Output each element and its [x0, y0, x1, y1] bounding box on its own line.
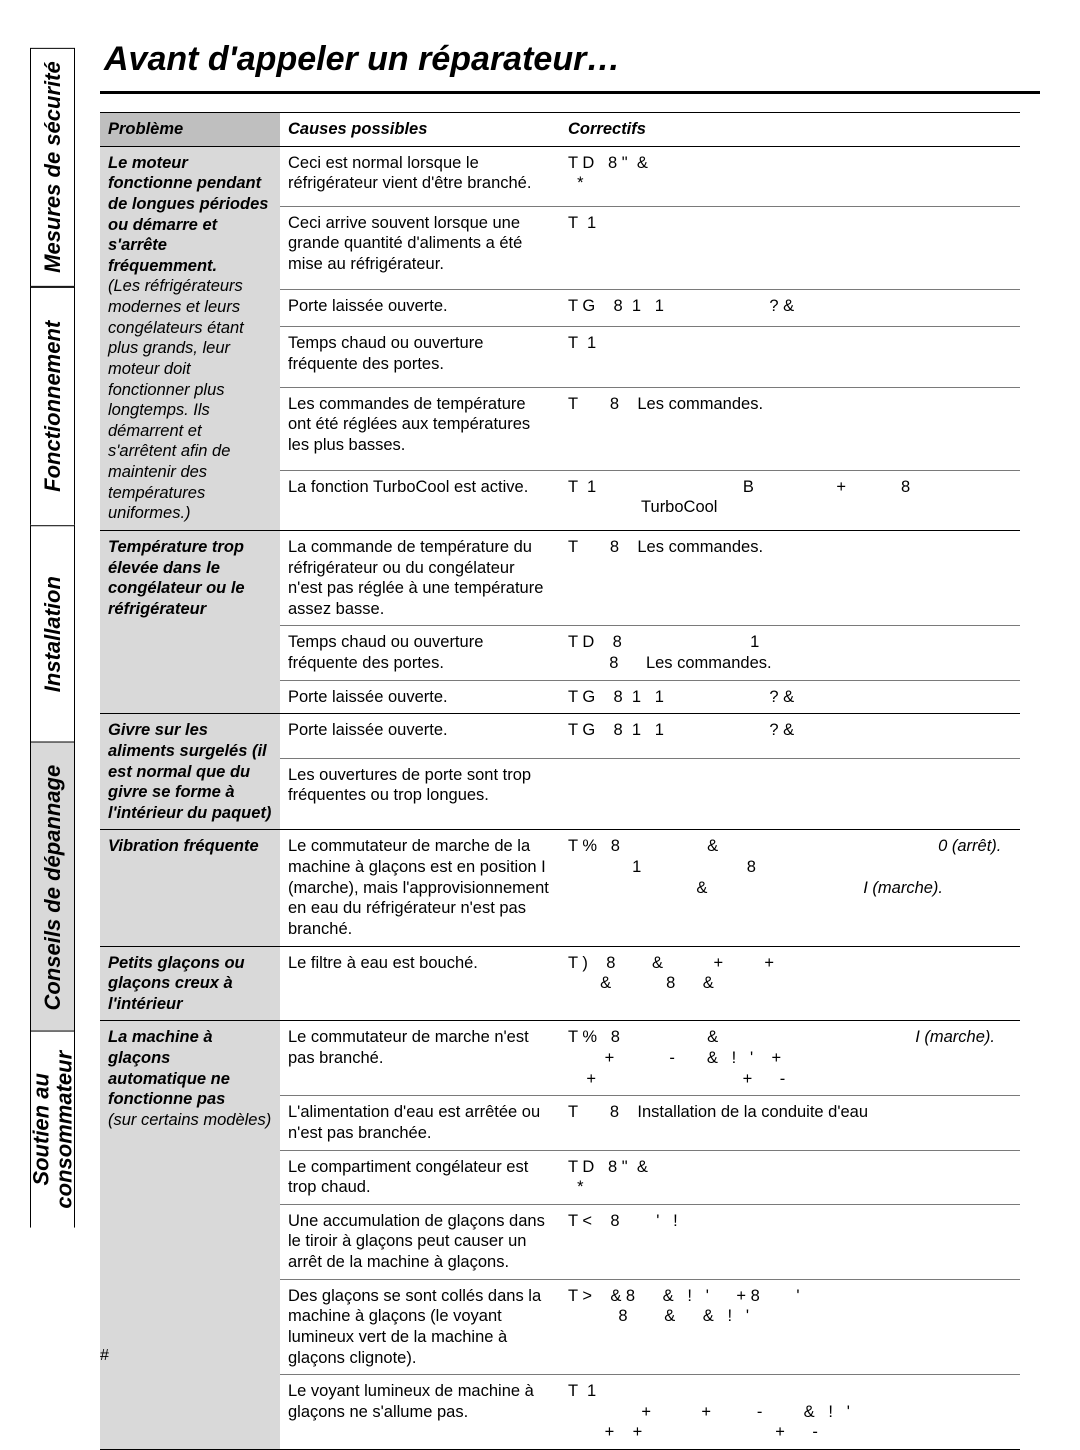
cause-cell: Le filtre à eau est bouché. — [280, 946, 560, 1021]
cause-cell: Temps chaud ou ouverture fréquente des p… — [280, 327, 560, 387]
table-row: Température trop élevée dans le congélat… — [100, 530, 1020, 626]
col-header-problem: Problème — [100, 113, 280, 147]
fix-cell: T D 8 " & * — [560, 1150, 1020, 1204]
fix-cell: T D 8 1 8 Les commandes. — [560, 626, 1020, 680]
cause-cell: Une accumulation de glaçons dans le tiro… — [280, 1204, 560, 1279]
fix-cell: T G 8 1 1 ? & — [560, 289, 1020, 326]
fix-cell: T 1 B + 8 TurboCool — [560, 470, 1020, 530]
sidebar-tab[interactable]: Conseils de dépannage — [30, 742, 75, 1032]
problem-cell: La machine à glaçons automatique ne fonc… — [100, 1021, 280, 1450]
cause-cell: Le commutateur de marche de la machine à… — [280, 830, 560, 946]
fix-cell — [560, 758, 1020, 830]
cause-cell: Ceci est normal lorsque le réfrigérateur… — [280, 146, 560, 206]
fix-cell: T 1 — [560, 327, 1020, 387]
table-row: Le moteur fonctionne pendant de longues … — [100, 146, 1020, 206]
sidebar-tab[interactable]: Mesures de sécurité — [30, 48, 75, 287]
fix-cell: T 8 Installation de la conduite d'eau — [560, 1096, 1020, 1150]
cause-cell: Porte laissée ouverte. — [280, 289, 560, 326]
problem-cell: Température trop élevée dans le congélat… — [100, 530, 280, 713]
col-header-cause: Causes possibles — [280, 113, 560, 147]
cause-cell: Les ouvertures de porte sont trop fréque… — [280, 758, 560, 830]
fix-cell: T % 8 & I (marche). + - & ! ' + + + - — [560, 1021, 1020, 1096]
page-content: Avant d'appeler un réparateur… Problème … — [100, 40, 1040, 1450]
fix-cell: T 8 Les commandes. — [560, 387, 1020, 470]
cause-cell: Le compartiment congélateur est trop cha… — [280, 1150, 560, 1204]
fix-cell: T 1 — [560, 206, 1020, 289]
cause-cell: Le commutateur de marche n'est pas branc… — [280, 1021, 560, 1096]
cause-cell: Porte laissée ouverte. — [280, 680, 560, 714]
fix-cell: T ) 8 & + + & 8 & — [560, 946, 1020, 1021]
title-rule — [100, 91, 1040, 94]
problem-cell: Le moteur fonctionne pendant de longues … — [100, 146, 280, 530]
problem-cell: Vibration fréquente — [100, 830, 280, 946]
cause-cell: La fonction TurboCool est active. — [280, 470, 560, 530]
page-title: Avant d'appeler un réparateur… — [100, 40, 1040, 79]
fix-cell: T 8 Les commandes. — [560, 530, 1020, 626]
problem-cell: Petits glaçons ou glaçons creux à l'inté… — [100, 946, 280, 1021]
fix-cell: T G 8 1 1 ? & — [560, 680, 1020, 714]
table-body: Le moteur fonctionne pendant de longues … — [100, 146, 1020, 1449]
sidebar-tab[interactable]: Soutien au consommateur — [30, 1031, 75, 1228]
cause-cell: L'alimentation d'eau est arrêtée ou n'es… — [280, 1096, 560, 1150]
cause-cell: Des glaçons se sont collés dans la machi… — [280, 1279, 560, 1375]
table-row: La machine à glaçons automatique ne fonc… — [100, 1021, 1020, 1096]
troubleshooting-table: Problème Causes possibles Correctifs Le … — [100, 112, 1020, 1450]
col-header-fix: Correctifs — [560, 113, 1020, 147]
table-row: Givre sur les aliments surgelés (il est … — [100, 714, 1020, 758]
fix-cell: T D 8 " & * — [560, 146, 1020, 206]
table-row: Vibration fréquenteLe commutateur de mar… — [100, 830, 1020, 946]
fix-cell: T 1 + + - & ! ' + + + - — [560, 1375, 1020, 1450]
cause-cell: Ceci arrive souvent lorsque une grande q… — [280, 206, 560, 289]
cause-cell: Le voyant lumineux de machine à glaçons … — [280, 1375, 560, 1450]
cause-cell: Les commandes de température ont été rég… — [280, 387, 560, 470]
fix-cell: T > & 8 & ! ' + 8 ' 8 & & ! ' — [560, 1279, 1020, 1375]
cause-cell: La commande de température du réfrigérat… — [280, 530, 560, 626]
table-row: Petits glaçons ou glaçons creux à l'inté… — [100, 946, 1020, 1021]
cause-cell: Temps chaud ou ouverture fréquente des p… — [280, 626, 560, 680]
problem-cell: Givre sur les aliments surgelés (il est … — [100, 714, 280, 830]
fix-cell: T < 8 ' ! — [560, 1204, 1020, 1279]
sidebar-tab[interactable]: Fonctionnement — [30, 287, 75, 525]
sidebar-tab[interactable]: Installation — [30, 525, 75, 742]
sidebar-tabs: Mesures de sécuritéFonctionnementInstall… — [30, 48, 75, 1228]
fix-cell: T % 8 & 0 (arrêt). 1 8 & I (marche). — [560, 830, 1020, 946]
cause-cell: Porte laissée ouverte. — [280, 714, 560, 758]
page-number: # — [100, 1347, 109, 1365]
fix-cell: T G 8 1 1 ? & — [560, 714, 1020, 758]
